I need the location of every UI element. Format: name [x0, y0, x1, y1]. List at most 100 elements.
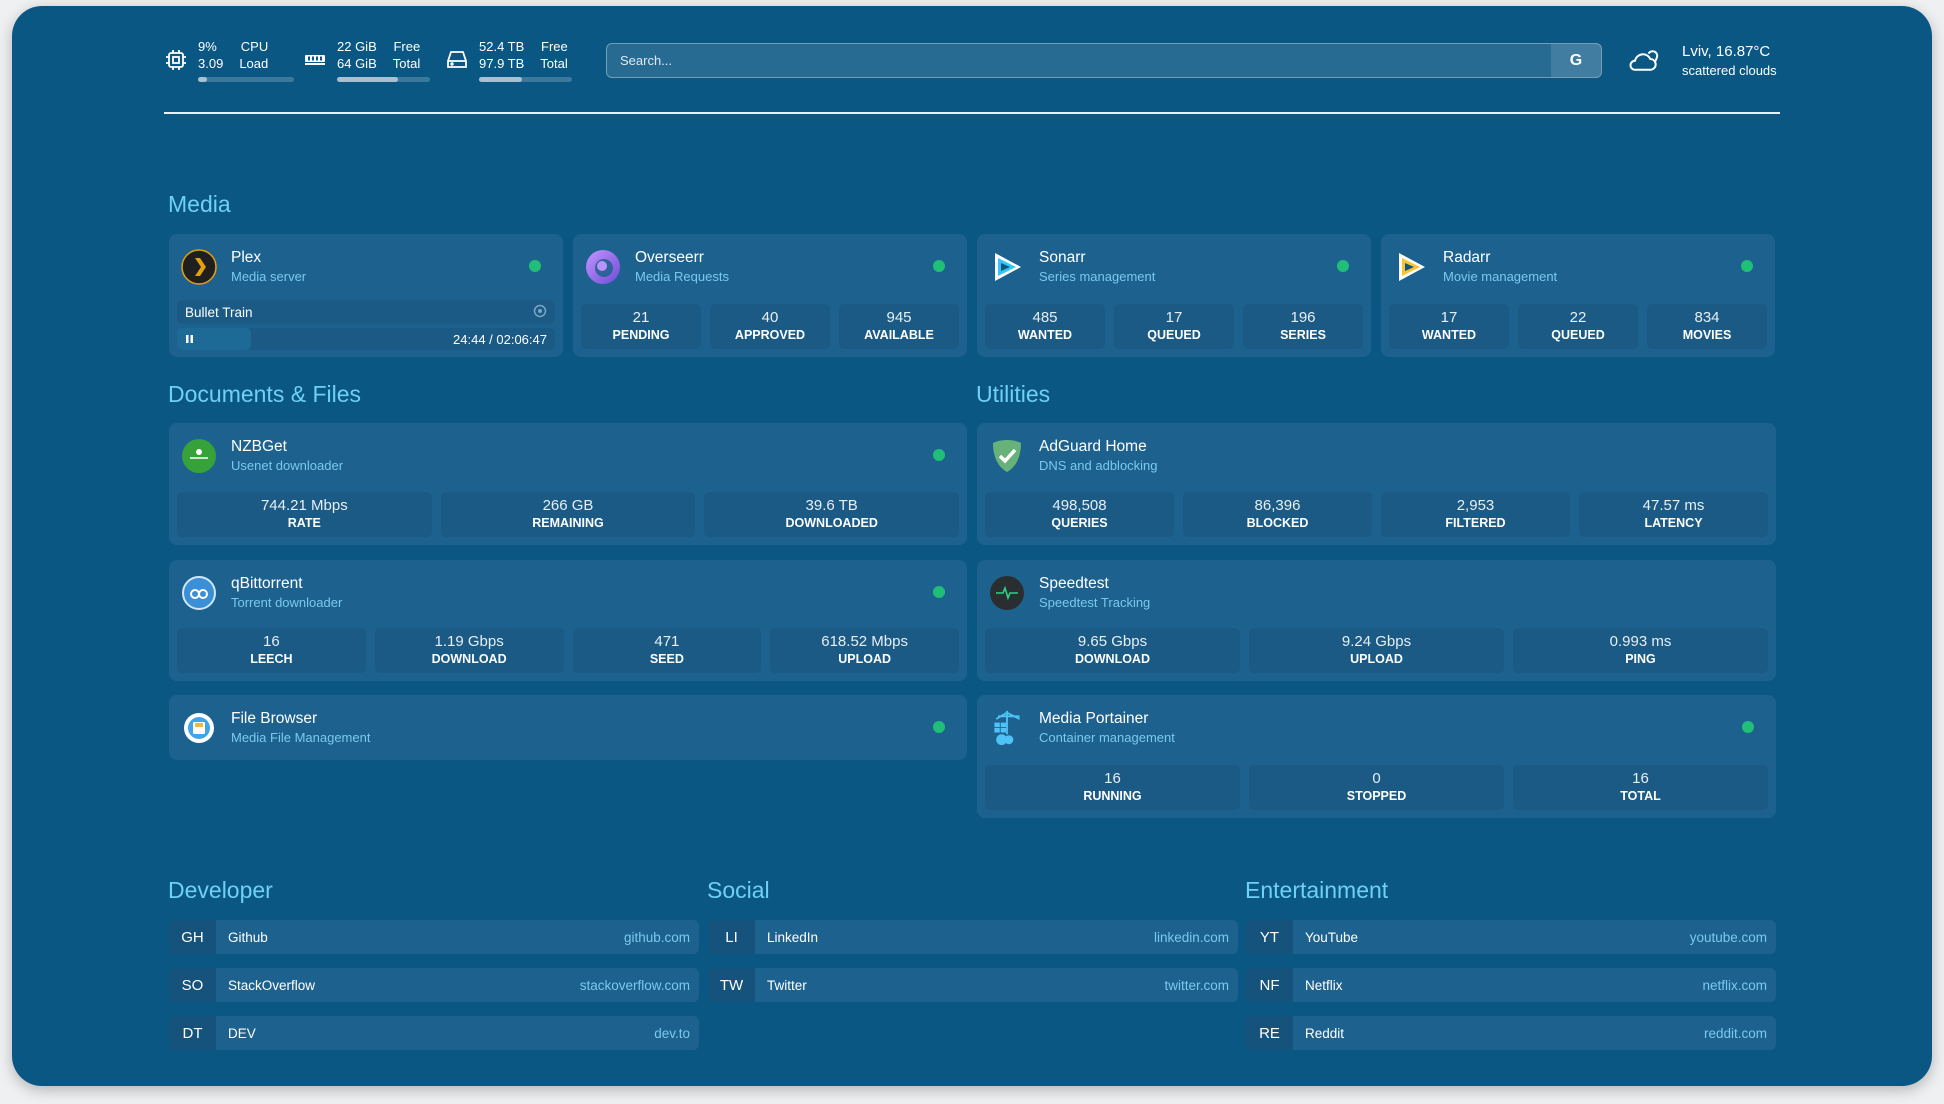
status-online-dot	[933, 260, 945, 272]
stat-approved: 40 APPROVED	[710, 304, 830, 349]
stat-value: 0	[1372, 770, 1381, 787]
bookmark-url: youtube.com	[1689, 929, 1767, 945]
service-card-radarr[interactable]: Radarr Movie management 17 WANTED 22 QUEUED 83…	[1381, 234, 1775, 357]
bookmark-github[interactable]: GH Github github.com	[169, 920, 699, 954]
bookmark-abbr: LI	[708, 920, 755, 954]
weather-location-temp: Lviv, 16.87°C	[1682, 43, 1771, 60]
stat-download: 1.19 Gbps DOWNLOAD	[374, 628, 564, 673]
bookmark-linkedin[interactable]: LI LinkedIn linkedin.com	[708, 920, 1238, 954]
search-box: Search... G	[606, 43, 1602, 78]
bookmark-netflix[interactable]: NF Netflix netflix.com	[1246, 968, 1776, 1002]
service-card-filebrowser[interactable]: File Browser Media File Management	[169, 695, 967, 760]
service-card-plex[interactable]: Plex Media server Bullet Train 24:44 / 02:0…	[169, 234, 563, 357]
disk-widget: 52.4 TB Free 97.9 TB Total	[445, 38, 572, 86]
service-card-portainer[interactable]: Media Portainer Container management 16 RUN…	[977, 695, 1776, 818]
cpu-label1: CPU	[240, 39, 269, 54]
disk-value2: 97.9 TB	[479, 56, 525, 71]
stat-value: 9.65 Gbps	[1077, 633, 1148, 650]
service-name: Plex	[231, 249, 262, 266]
bookmark-reddit[interactable]: RE Reddit reddit.com	[1246, 1016, 1776, 1050]
pause-icon[interactable]	[185, 332, 195, 347]
nzbget-icon	[181, 438, 217, 474]
bookmark-name: LinkedIn	[767, 929, 819, 945]
service-card-overseerr[interactable]: Overseerr Media Requests 21 PENDING 40 APPROV…	[573, 234, 967, 357]
memory-label2: Total	[392, 56, 421, 71]
bookmark-dev[interactable]: DT DEV dev.to	[169, 1016, 699, 1050]
disk-icon	[445, 48, 469, 72]
bookmark-abbr: SO	[169, 968, 216, 1002]
service-card-adguard[interactable]: AdGuard Home DNS and adblocking 498,508 QUE…	[977, 423, 1776, 545]
memory-value1: 22 GiB	[337, 39, 377, 54]
disk-label1: Free	[541, 39, 568, 54]
section-social: Social	[707, 877, 770, 903]
stat-label: RUNNING	[1083, 789, 1142, 803]
stat-label: DOWNLOAD	[431, 652, 507, 666]
service-card-nzbget[interactable]: NZBGet Usenet downloader 744.21 Mbps RATE 26…	[169, 423, 967, 545]
stat-value: 21	[632, 309, 650, 326]
bookmark-twitter[interactable]: TW Twitter twitter.com	[708, 968, 1238, 1002]
speedtest-pulse-icon	[989, 575, 1025, 611]
stat-rate: 744.21 Mbps RATE	[177, 492, 432, 537]
service-description: Container management	[1039, 730, 1175, 745]
bookmark-name: Netflix	[1305, 977, 1343, 993]
bookmark-name: Github	[228, 929, 268, 945]
stat-leech: 16 LEECH	[177, 628, 366, 673]
stat-label: FILTERED	[1445, 516, 1506, 530]
service-name: AdGuard Home	[1039, 438, 1147, 455]
memory-icon	[303, 48, 327, 72]
stat-download: 9.65 Gbps DOWNLOAD	[985, 628, 1240, 673]
stat-wanted: 17 WANTED	[1389, 304, 1509, 349]
playback-progress[interactable]: 24:44 / 02:06:47	[177, 328, 555, 350]
progress-fill	[177, 328, 252, 350]
weather-widget[interactable]: Lviv, 16.87°C scattered clouds	[1626, 42, 1777, 80]
bookmark-stackoverflow[interactable]: SO StackOverflow stackoverflow.com	[169, 968, 699, 1002]
stat-available: 945 AVAILABLE	[839, 304, 959, 349]
search-provider-button[interactable]: G	[1551, 44, 1601, 77]
cpu-widget: 9% CPU 3.09 Load	[164, 38, 294, 86]
stat-filtered: 2,953 FILTERED	[1381, 492, 1570, 537]
stat-label: SERIES	[1280, 328, 1326, 342]
service-card-qbittorrent[interactable]: qBittorrent Torrent downloader 16 LEECH 1.19…	[169, 560, 967, 681]
search-input[interactable]	[607, 44, 1551, 77]
bookmark-url: stackoverflow.com	[579, 977, 690, 993]
status-online-dot	[1741, 260, 1753, 272]
overseerr-icon	[585, 249, 621, 285]
stat-label: TOTAL	[1620, 789, 1661, 803]
stat-value: 17	[1440, 309, 1458, 326]
stat-label: WANTED	[1421, 328, 1477, 342]
stat-upload: 9.24 Gbps UPLOAD	[1249, 628, 1504, 673]
stat-pending: 21 PENDING	[581, 304, 701, 349]
cpu-usage-bar	[198, 77, 294, 82]
memory-values: 22 GiB Free 64 GiB Total	[337, 38, 420, 72]
header-divider	[164, 112, 1780, 114]
stat-value: 266 GB	[542, 497, 594, 514]
stat-value: 0.993 ms	[1609, 633, 1672, 650]
stat-value: 40	[761, 309, 779, 326]
status-online-dot	[1742, 721, 1754, 733]
stat-value: 39.6 TB	[805, 497, 858, 514]
stat-label: DOWNLOADED	[785, 516, 878, 530]
stat-upload: 618.52 Mbps UPLOAD	[770, 628, 959, 673]
service-description: Series management	[1039, 269, 1156, 284]
stat-label: AVAILABLE	[864, 328, 934, 342]
stat-label: MOVIES	[1682, 328, 1732, 342]
service-name: Radarr	[1443, 249, 1491, 266]
disk-values: 52.4 TB Free 97.9 TB Total	[479, 38, 568, 72]
stat-value: 9.24 Gbps	[1341, 633, 1412, 650]
service-name: Speedtest	[1039, 575, 1109, 592]
service-card-sonarr[interactable]: Sonarr Series management 485 WANTED 17 QUEUED…	[977, 234, 1371, 357]
stat-stopped: 0 STOPPED	[1249, 765, 1504, 810]
cloud-icon	[1626, 44, 1662, 79]
service-card-speedtest[interactable]: Speedtest Speedtest Tracking 9.65 Gbps DOWN…	[977, 560, 1776, 681]
stat-value: 22	[1569, 309, 1587, 326]
plex-icon	[181, 249, 217, 285]
stat-movies: 834 MOVIES	[1647, 304, 1767, 349]
service-name: Sonarr	[1039, 249, 1086, 266]
bookmark-abbr: RE	[1246, 1016, 1293, 1050]
stat-downloaded: 39.6 TB DOWNLOADED	[704, 492, 960, 537]
stream-info-icon[interactable]	[533, 304, 547, 321]
bookmark-youtube[interactable]: YT YouTube youtube.com	[1246, 920, 1776, 954]
search-field[interactable]: Search...	[607, 44, 1551, 77]
stat-label: UPLOAD	[1350, 652, 1403, 666]
cpu-label2: Load	[239, 56, 269, 71]
